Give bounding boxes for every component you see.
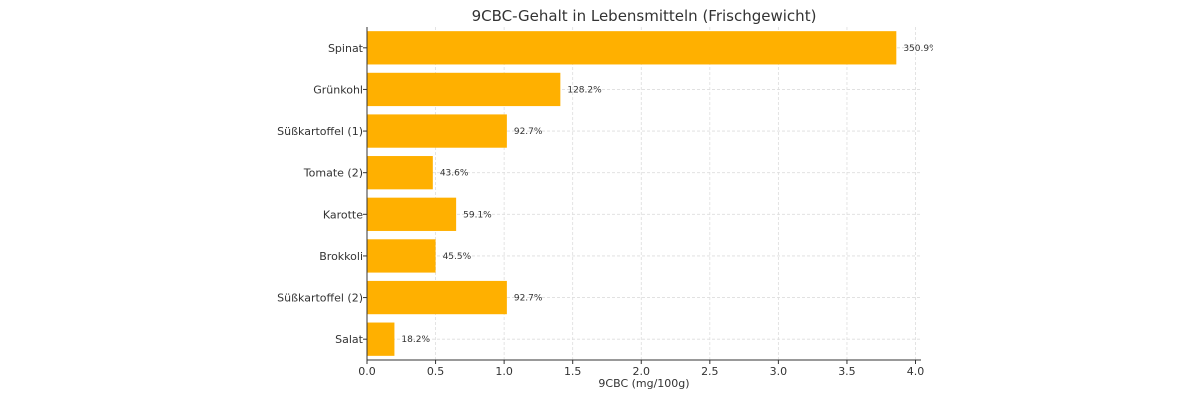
x-tick-label: 0.0: [358, 365, 376, 378]
x-tick-label: 1.5: [564, 365, 582, 378]
chart-title: 9CBC-Gehalt in Lebensmitteln (Frischgewi…: [472, 7, 817, 25]
bar: [367, 322, 395, 356]
bar: [367, 31, 897, 65]
data-label: 18.2%: [401, 335, 430, 345]
x-tick-label: 4.0: [907, 365, 925, 378]
x-tick-label: 3.0: [770, 365, 788, 378]
bar: [367, 72, 561, 107]
data-label: 92.7%: [514, 127, 543, 137]
data-label: 45.5%: [443, 252, 472, 262]
data-label: 128.2%: [567, 85, 602, 95]
data-label: 43.6%: [440, 169, 469, 179]
x-tick-label: 2.5: [701, 365, 719, 378]
x-tick-label: 2.0: [633, 365, 651, 378]
y-tick-label: Grünkohl: [313, 83, 363, 96]
y-tick-label: Brokkoli: [319, 250, 363, 263]
y-tick-label: Süßkartoffel (2): [277, 292, 363, 305]
bar: [367, 156, 433, 190]
y-tick-label: Süßkartoffel (1): [277, 125, 363, 138]
bar: [367, 280, 507, 315]
bar: [367, 197, 457, 231]
bars: 350.9% 128.2% 92.7% 43.6% 59.1% 45.5% 92.7% 18.…: [367, 31, 938, 356]
data-label: 350.9%: [903, 44, 938, 54]
y-tick-label: Tomate (2): [303, 167, 363, 180]
axes: 0.0 0.5 1.0 1.5 2.0 2.5 3.0 3.5 4.0 Spinat Grünkoh…: [277, 27, 924, 378]
y-tick-label: Salat: [335, 333, 364, 346]
x-tick-label: 3.5: [838, 365, 856, 378]
data-label: 59.1%: [463, 210, 492, 220]
bar: [367, 114, 507, 148]
x-tick-label: 0.5: [427, 365, 445, 378]
x-tick-label: 1.0: [495, 365, 513, 378]
y-tick-label: Karotte: [323, 208, 363, 221]
y-tick-label: Spinat: [328, 42, 364, 55]
data-label: 92.7%: [514, 294, 543, 304]
x-axis-label: 9CBC (mg/100g): [598, 377, 689, 390]
bar: [367, 239, 436, 273]
